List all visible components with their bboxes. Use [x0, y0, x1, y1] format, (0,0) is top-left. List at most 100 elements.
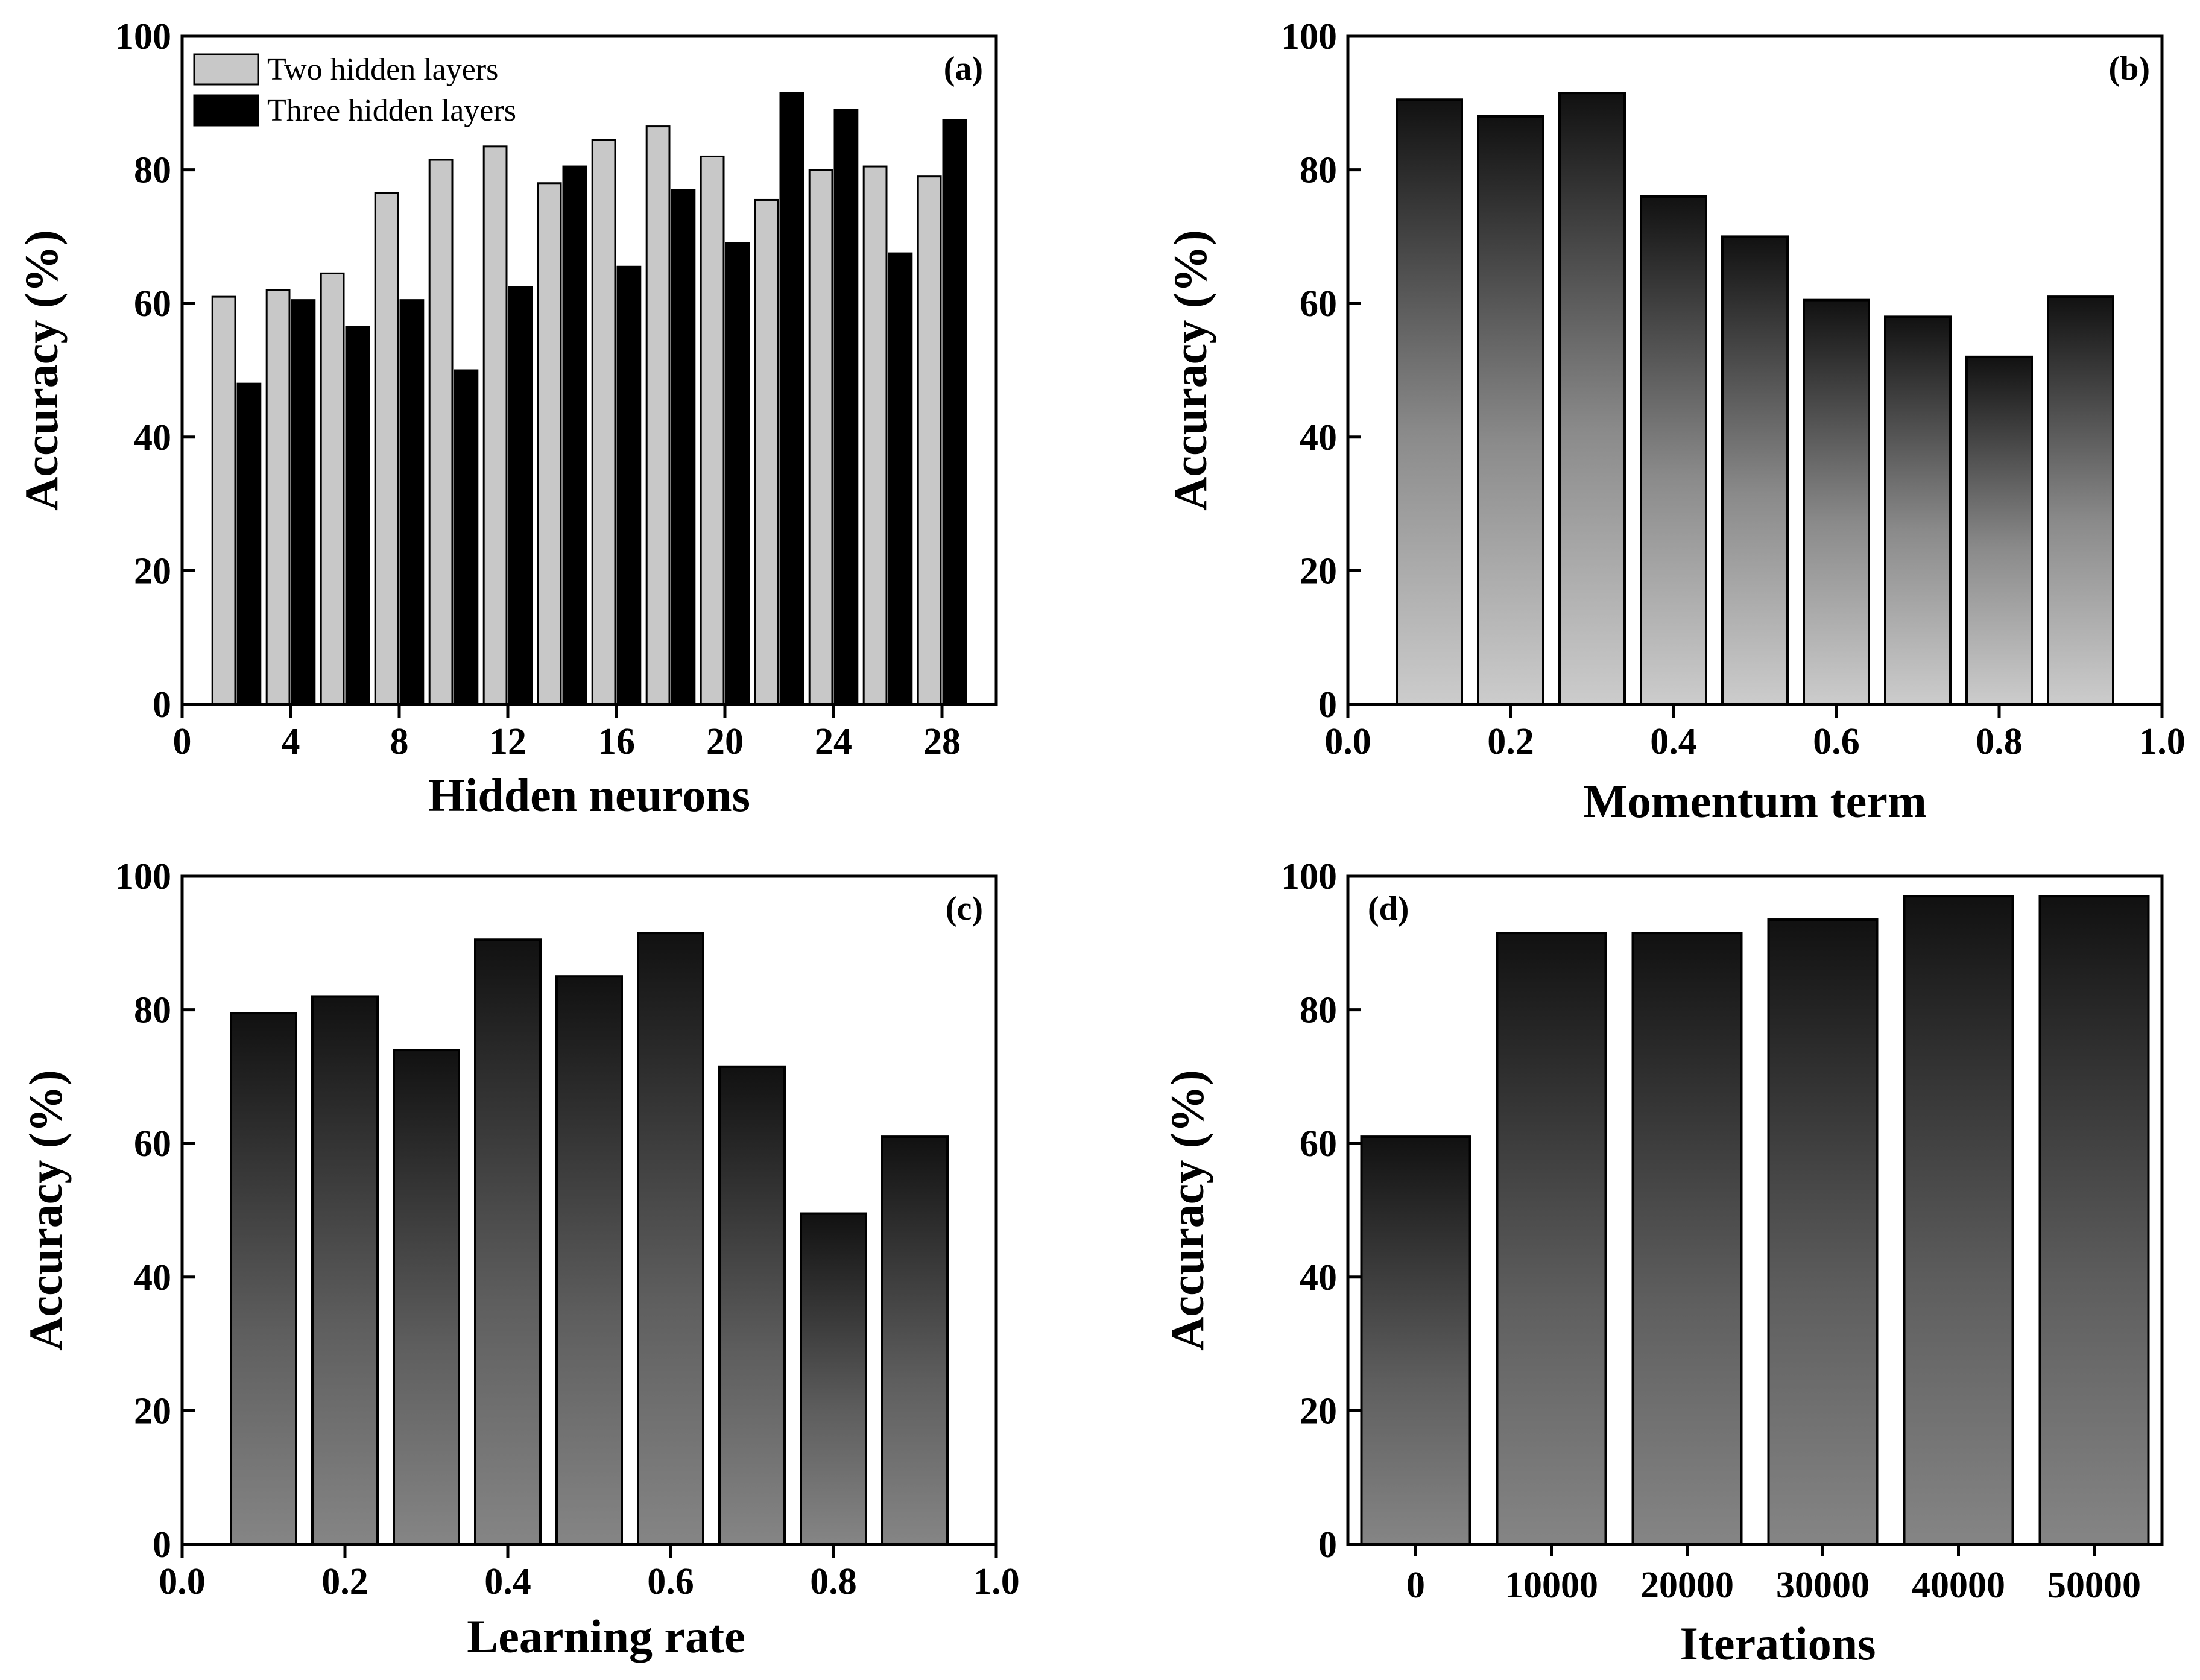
- panel-c-y-axis-title: Accuracy (%): [19, 1070, 72, 1351]
- panel-d-x-tick-label: 30000: [1776, 1565, 1870, 1606]
- legend-label-two-hidden-layers: Two hidden layers: [267, 52, 498, 87]
- panel-d-bar: [1360, 1135, 1471, 1546]
- panel-a-bar-two-hidden-layers: [808, 169, 833, 706]
- panel-a-x-tick-label: 4: [282, 721, 300, 762]
- panel-d-bar: [1631, 932, 1743, 1546]
- panel-b-x-tick-label: 0.2: [1487, 721, 1534, 762]
- panel-d-y-tick-label: 80: [1300, 990, 1337, 1031]
- panel-b-y-tick-label: 80: [1300, 150, 1337, 191]
- panel-b-x-tick-label: 0.4: [1650, 721, 1697, 762]
- panel-c-x-tick-label: 0.8: [810, 1561, 857, 1602]
- panel-a-y-tick-label: 40: [134, 417, 171, 458]
- panel-a-y-tick-label: 80: [134, 150, 171, 191]
- panel-a-bar-three-hidden-layers: [779, 92, 804, 706]
- panel-c-y-tick-label: 20: [134, 1391, 171, 1432]
- panel-a-label: (a): [944, 50, 983, 87]
- panel-d-accuracy-vs-iterations: 0 20 40 60 80 100 0 10000 20000 30000 40000 50000 (…: [1161, 856, 2164, 1670]
- panel-d-bar: [1767, 918, 1879, 1546]
- panel-d-bars: [1360, 895, 2150, 1546]
- panel-a-bar-three-hidden-layers: [399, 299, 425, 706]
- panel-a-x-tick-label: 8: [390, 721, 409, 762]
- panel-d-label: (d): [1368, 890, 1409, 927]
- panel-a-y-tick-label: 20: [134, 551, 171, 592]
- panel-a-bar-two-hidden-layers: [917, 175, 942, 706]
- panel-b-y-tick-label: 100: [1281, 16, 1337, 57]
- panel-a-legend: Two hidden layers Three hidden layers: [193, 52, 516, 128]
- panel-d-plot-frame: [1346, 874, 2164, 1546]
- panel-c-y-tick-label: 40: [134, 1257, 171, 1298]
- panel-b-y-tick-label: 40: [1300, 417, 1337, 458]
- panel-d-x-tick-label: 0: [1406, 1565, 1425, 1606]
- panel-a-bar-two-hidden-layers: [211, 295, 236, 706]
- panel-a-accuracy-vs-hidden-neurons: 0 20 40 60 80 100 0 4 8 12 16 20 24 28 Two hidden lay…: [15, 16, 998, 821]
- panel-a-bar-two-hidden-layers: [265, 289, 291, 706]
- panel-a-bar-two-hidden-layers: [754, 198, 779, 706]
- panel-c-bar: [637, 932, 704, 1546]
- panel-d-bar: [1496, 932, 1607, 1546]
- panel-a-x-tick-label: 16: [598, 721, 635, 762]
- panel-b-x-axis-title: Momentum term: [1583, 775, 1927, 827]
- panel-b-bars: [1396, 92, 2114, 706]
- panel-a-bar-three-hidden-layers: [562, 165, 587, 706]
- panel-a-bar-three-hidden-layers: [888, 252, 913, 706]
- panel-a-y-tick-label: 100: [115, 16, 171, 57]
- panel-c-y-tick-label: 60: [134, 1123, 171, 1164]
- panel-a-bar-two-hidden-layers: [428, 159, 454, 706]
- panel-d-y-tick-label: 0: [1318, 1524, 1337, 1565]
- panel-a-y-tick-label: 60: [134, 283, 171, 324]
- panel-c-y-tick-label: 100: [115, 856, 171, 897]
- panel-d-ticks: 0 20 40 60 80 100 0 10000 20000 30000 40000 50000: [1281, 856, 2141, 1606]
- panel-b-accuracy-vs-momentum: 0 20 40 60 80 100 0.0 0.2 0.4 0.6 0.8 1.0 (b) Momen…: [1164, 16, 2186, 827]
- panel-d-y-axis-title: Accuracy (%): [1161, 1070, 1213, 1351]
- panel-c-bar: [311, 995, 379, 1546]
- panel-d-x-tick-label: 10000: [1505, 1565, 1598, 1606]
- panel-b-bar: [1640, 195, 1707, 706]
- panel-d-x-tick-label: 20000: [1640, 1565, 1734, 1606]
- panel-a-bar-three-hidden-layers: [671, 189, 696, 706]
- panel-c-ticks: 0 20 40 60 80 100 0.0 0.2 0.4 0.6 0.8 1.0: [115, 856, 1020, 1602]
- panel-c-x-tick-label: 1.0: [973, 1561, 1020, 1602]
- panel-a-bar-three-hidden-layers: [508, 286, 533, 706]
- panel-d-x-axis-title: Iterations: [1680, 1617, 1876, 1670]
- panel-b-x-tick-label: 0.0: [1324, 721, 1371, 762]
- panel-c-bar: [881, 1135, 949, 1546]
- panel-c-bar: [800, 1212, 867, 1546]
- panel-b-y-tick-label: 0: [1318, 684, 1337, 725]
- panel-b-bar: [1965, 355, 2033, 706]
- panel-a-x-tick-label: 24: [815, 721, 852, 762]
- panel-a-bars: [211, 92, 967, 706]
- panel-a-bar-three-hidden-layers: [345, 326, 370, 706]
- panel-d-x-tick-label: 40000: [1912, 1565, 2005, 1606]
- panel-a-bar-three-hidden-layers: [725, 242, 750, 706]
- panel-a-bar-two-hidden-layers: [537, 182, 562, 706]
- panel-b-label: (b): [2109, 50, 2150, 87]
- panel-a-bar-two-hidden-layers: [862, 165, 888, 706]
- panel-c-label: (c): [946, 890, 983, 927]
- panel-a-bar-three-hidden-layers: [616, 265, 642, 706]
- panel-c-bar: [474, 938, 542, 1546]
- panel-c-plot-frame: [180, 874, 998, 1546]
- legend-swatch-two-hidden-layers: [193, 53, 259, 86]
- panel-c-accuracy-vs-learning-rate: 0 20 40 60 80 100 0.0 0.2 0.4 0.6 0.8 1.0 (c) Learn…: [19, 856, 1020, 1663]
- panel-c-bar: [393, 1049, 460, 1546]
- panel-b-bar: [1396, 98, 1463, 706]
- panel-a-bar-three-hidden-layers: [454, 369, 479, 706]
- panel-a-y-axis-title: Accuracy (%): [15, 230, 68, 511]
- panel-a-x-axis-title: Hidden neurons: [428, 769, 750, 821]
- panel-b-y-axis-title: Accuracy (%): [1164, 230, 1216, 511]
- panel-b-plot-frame: [1346, 34, 2164, 706]
- panel-b-y-tick-label: 20: [1300, 551, 1337, 592]
- panel-c-x-tick-label: 0.4: [484, 1561, 531, 1602]
- panel-d-x-tick-label: 50000: [2047, 1565, 2141, 1606]
- panel-c-bar: [230, 1012, 297, 1546]
- panel-a-ticks: 0 20 40 60 80 100 0 4 8 12 16 20 24 28: [115, 16, 961, 762]
- panel-b-x-tick-label: 0.8: [1976, 721, 2023, 762]
- panel-c-x-tick-label: 0.2: [321, 1561, 368, 1602]
- panel-a-bar-two-hidden-layers: [374, 192, 399, 706]
- panel-b-bar: [2047, 295, 2114, 706]
- panel-a-bar-three-hidden-layers: [291, 299, 316, 706]
- panel-a-x-tick-label: 20: [706, 721, 744, 762]
- panel-c-y-tick-label: 80: [134, 990, 171, 1031]
- panel-a-bar-two-hidden-layers: [700, 155, 725, 706]
- panel-a-bar-three-hidden-layers: [833, 109, 859, 706]
